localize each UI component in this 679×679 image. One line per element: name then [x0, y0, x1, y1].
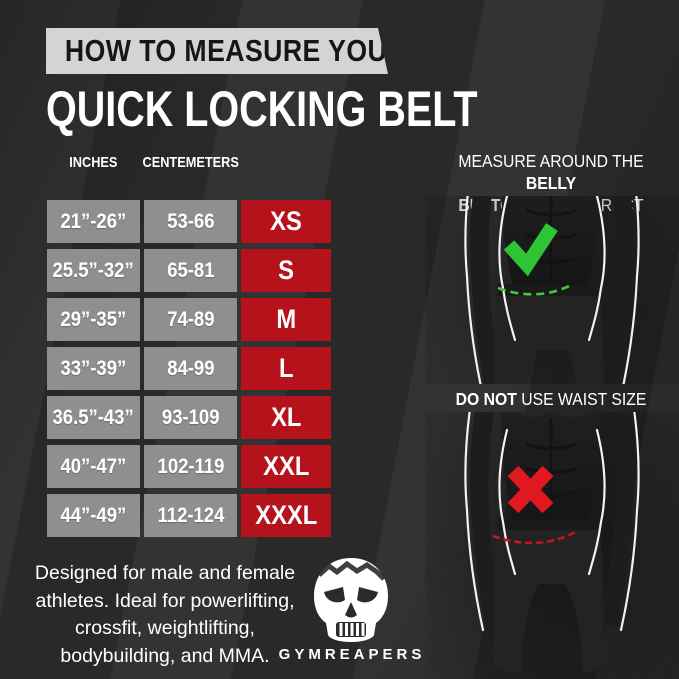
cell-centimeters: 65-81	[144, 249, 237, 292]
note-text: USE WAIST SIZE	[521, 389, 647, 409]
column-header-inches: INCHES	[69, 153, 118, 171]
cell-centimeters: 84-99	[144, 347, 237, 390]
column-header-centimeters: CENTEMETERS	[142, 153, 239, 171]
description-line: Designed for male and female	[34, 562, 296, 584]
size-badge: XS	[241, 200, 331, 243]
size-chart-table: INCHES CENTEMETERS 21”-26” 53-66 XS 25.5…	[47, 151, 331, 537]
banner-text: HOW TO MEASURE YOUR	[64, 33, 407, 68]
cell-inches: 21”-26”	[47, 200, 140, 243]
cell-centimeters: 74-89	[144, 298, 237, 341]
measure-line-waist	[492, 529, 578, 545]
cell-centimeters: 102-119	[144, 445, 237, 488]
brand-wordmark: GYMREAPERS	[278, 646, 426, 663]
size-badge: S	[241, 249, 331, 292]
x-icon	[507, 465, 554, 514]
size-badge: XL	[241, 396, 331, 439]
page-title: QUICK LOCKING BELT	[46, 81, 478, 137]
banner: HOW TO MEASURE YOUR	[46, 28, 388, 74]
size-badge: XXL	[241, 445, 331, 488]
cell-centimeters: 112-124	[144, 494, 237, 537]
skull-icon	[314, 558, 388, 642]
description-line: bodybuilding, and MMA.	[60, 645, 270, 668]
note-text-bold: BELLY	[525, 173, 577, 194]
description-line: crossfit, weightlifting,	[75, 617, 255, 640]
cell-inches: 25.5”-32”	[47, 249, 140, 292]
cell-inches: 33”-39”	[47, 347, 140, 390]
cell-centimeters: 93-109	[144, 396, 237, 439]
cell-centimeters: 53-66	[144, 200, 237, 243]
size-badge: L	[241, 347, 331, 390]
product-description: Designed for male and female athletes. I…	[28, 560, 302, 671]
note-text-bold: DO NOT	[455, 389, 517, 409]
cell-inches: 44”-49”	[47, 494, 140, 537]
cell-inches: 36.5”-43”	[47, 396, 140, 439]
size-badge: M	[241, 298, 331, 341]
check-icon	[503, 223, 558, 277]
torso-incorrect-illustration	[425, 412, 679, 679]
note-text: MEASURE AROUND THE	[458, 151, 644, 171]
cell-inches: 40”-47”	[47, 445, 140, 488]
column-header-spacer	[241, 151, 331, 173]
measure-line-belly	[497, 282, 574, 296]
description-line: athletes. Ideal for powerlifting,	[35, 589, 295, 612]
incorrect-sizing-note: DO NOT USE WAIST SIZE	[423, 388, 679, 410]
cell-inches: 29”-35”	[47, 298, 140, 341]
torso-correct-illustration	[425, 196, 679, 384]
size-badge: XXXL	[241, 494, 331, 537]
